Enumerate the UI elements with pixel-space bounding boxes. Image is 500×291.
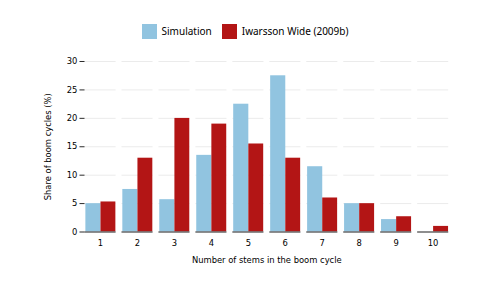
svg-text:15: 15 — [67, 141, 78, 151]
svg-text:1: 1 — [98, 238, 103, 248]
svg-text:8: 8 — [357, 238, 362, 248]
svg-text:Number of stems in the boom cy: Number of stems in the boom cycle — [192, 255, 342, 265]
svg-text:Share of boom cycles (%): Share of boom cycles (%) — [43, 93, 53, 200]
svg-text:0: 0 — [72, 227, 77, 237]
svg-text:5: 5 — [246, 238, 251, 248]
svg-text:30: 30 — [67, 56, 78, 66]
svg-text:9: 9 — [393, 238, 398, 248]
svg-text:10: 10 — [67, 170, 78, 180]
svg-text:7: 7 — [320, 238, 325, 248]
svg-text:25: 25 — [67, 85, 78, 95]
html-text:Simulation: Simulation — [161, 24, 212, 38]
svg-text:2: 2 — [135, 238, 140, 248]
svg-text:6: 6 — [283, 238, 288, 248]
svg-text:10: 10 — [428, 238, 439, 248]
svg-text:3: 3 — [172, 238, 177, 248]
svg-text:20: 20 — [67, 113, 78, 123]
svg-text:5: 5 — [72, 198, 77, 208]
svg-text:4: 4 — [209, 238, 214, 248]
html-text:Iwarsson Wide (2009b): Iwarsson Wide (2009b) — [241, 24, 349, 38]
